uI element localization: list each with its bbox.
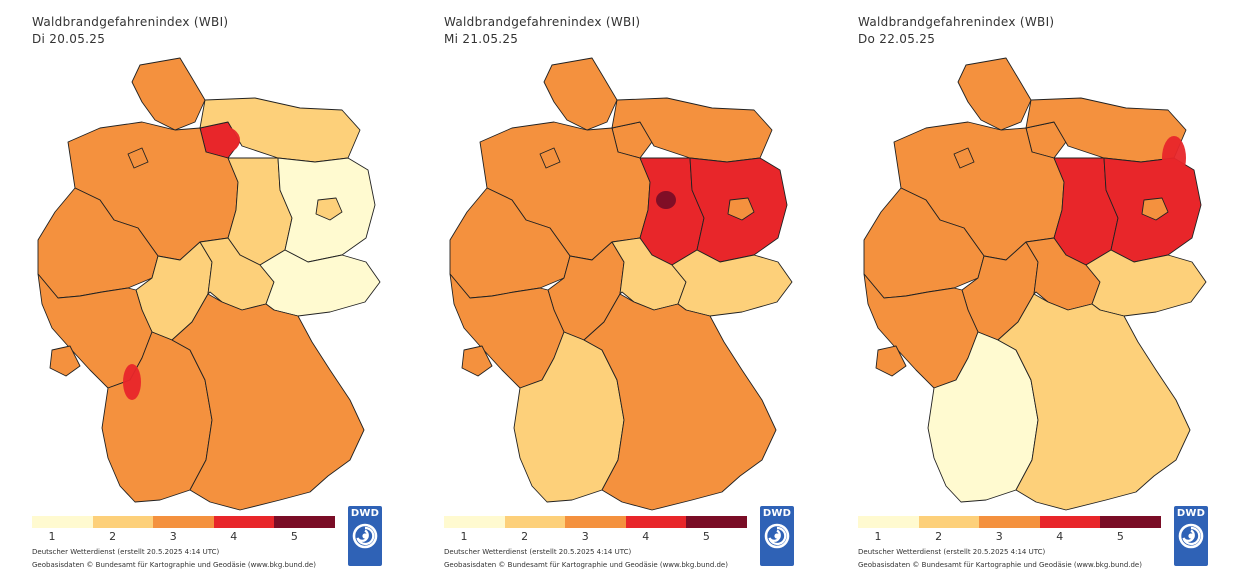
region-saarland — [875, 345, 907, 377]
germany-map — [449, 57, 793, 511]
region-berlin — [315, 197, 343, 221]
legend-swatch-1 — [858, 516, 919, 528]
credit-line-1: Deutscher Wetterdienst (erstellt 20.5.20… — [444, 548, 632, 556]
dwd-spiral-icon — [352, 523, 378, 549]
region-bremen — [539, 147, 561, 169]
legend-swatch-1 — [444, 516, 505, 528]
legend-swatch-4 — [213, 516, 275, 528]
dwd-logo-text: DWD — [350, 508, 380, 519]
legend-swatch-4 — [625, 516, 687, 528]
hotspot-hamburg — [204, 126, 240, 154]
legend-swatch-3 — [565, 516, 626, 528]
dwd-spiral-icon — [1178, 523, 1204, 549]
legend-tick-1: 1 — [48, 530, 56, 543]
credit-line-2: Geobasisdaten © Bundesamt für Kartograph… — [32, 561, 316, 569]
legend-tick-5: 5 — [1116, 530, 1124, 543]
germany-map — [863, 57, 1207, 511]
dwd-logo-text: DWD — [1176, 508, 1206, 519]
region-bremen — [953, 147, 975, 169]
credit-line-2: Geobasisdaten © Bundesamt für Kartograph… — [858, 561, 1142, 569]
region-bayern — [583, 293, 777, 511]
wbi-panel-2: Waldbrandgefahrenindex (WBI) Mi 21.05.25… — [412, 0, 824, 581]
legend-swatch-3 — [979, 516, 1040, 528]
dwd-logo: DWD — [1174, 506, 1208, 566]
hotspot-altmark — [656, 191, 676, 209]
legend-swatch-5 — [274, 516, 335, 528]
legend-swatch-5 — [1100, 516, 1161, 528]
legend-tick-5: 5 — [290, 530, 298, 543]
legend-tick-5: 5 — [702, 530, 710, 543]
germany-map — [37, 57, 381, 511]
legend-tick-2: 2 — [935, 530, 943, 543]
legend-tick-4: 4 — [642, 530, 650, 543]
panel-title: Waldbrandgefahrenindex (WBI) — [444, 15, 641, 29]
region-berlin — [1141, 197, 1169, 221]
legend-swatch-2 — [504, 516, 566, 528]
panel-title: Waldbrandgefahrenindex (WBI) — [858, 15, 1055, 29]
region-schleswig-holstein — [131, 57, 206, 131]
dwd-logo-text: DWD — [762, 508, 792, 519]
legend-swatch-2 — [918, 516, 980, 528]
credit-line-1: Deutscher Wetterdienst (erstellt 20.5.20… — [858, 548, 1046, 556]
wbi-panel-1: Waldbrandgefahrenindex (WBI) Di 20.05.25… — [0, 0, 412, 581]
panel-date: Mi 21.05.25 — [444, 32, 519, 46]
region-sachsen — [259, 249, 381, 317]
region-saarland — [49, 345, 81, 377]
legend-swatch-4 — [1039, 516, 1101, 528]
dwd-spiral-icon — [764, 523, 790, 549]
legend-tick-3: 3 — [995, 530, 1003, 543]
legend-scale-bar — [32, 516, 335, 528]
legend-tick-2: 2 — [109, 530, 117, 543]
wbi-panel-3: Waldbrandgefahrenindex (WBI) Do 22.05.25… — [826, 0, 1238, 581]
region-bayern — [171, 293, 365, 511]
panel-date: Di 20.05.25 — [32, 32, 106, 46]
hotspot-rhein-karlsruhe — [123, 364, 141, 400]
legend-tick-3: 3 — [169, 530, 177, 543]
hotspot-uckermark — [1162, 136, 1186, 180]
panel-date: Do 22.05.25 — [858, 32, 936, 46]
region-bremen — [127, 147, 149, 169]
region-sachsen — [1085, 249, 1207, 317]
legend-tick-3: 3 — [581, 530, 589, 543]
legend-tick-2: 2 — [521, 530, 529, 543]
legend-tick-4: 4 — [1056, 530, 1064, 543]
region-schleswig-holstein — [957, 57, 1032, 131]
credit-line-2: Geobasisdaten © Bundesamt für Kartograph… — [444, 561, 728, 569]
dwd-logo: DWD — [760, 506, 794, 566]
region-berlin — [727, 197, 755, 221]
legend-tick-1: 1 — [460, 530, 468, 543]
legend-swatch-1 — [32, 516, 93, 528]
legend-swatch-2 — [92, 516, 154, 528]
region-schleswig-holstein — [543, 57, 618, 131]
legend-tick-4: 4 — [230, 530, 238, 543]
legend-swatch-3 — [153, 516, 214, 528]
legend-tick-1: 1 — [874, 530, 882, 543]
legend-scale-bar — [858, 516, 1161, 528]
dwd-logo: DWD — [348, 506, 382, 566]
panel-title: Waldbrandgefahrenindex (WBI) — [32, 15, 229, 29]
legend-swatch-5 — [686, 516, 747, 528]
region-sachsen — [671, 249, 793, 317]
region-bayern — [997, 293, 1191, 511]
credit-line-1: Deutscher Wetterdienst (erstellt 20.5.20… — [32, 548, 220, 556]
legend-scale-bar — [444, 516, 747, 528]
region-saarland — [461, 345, 493, 377]
